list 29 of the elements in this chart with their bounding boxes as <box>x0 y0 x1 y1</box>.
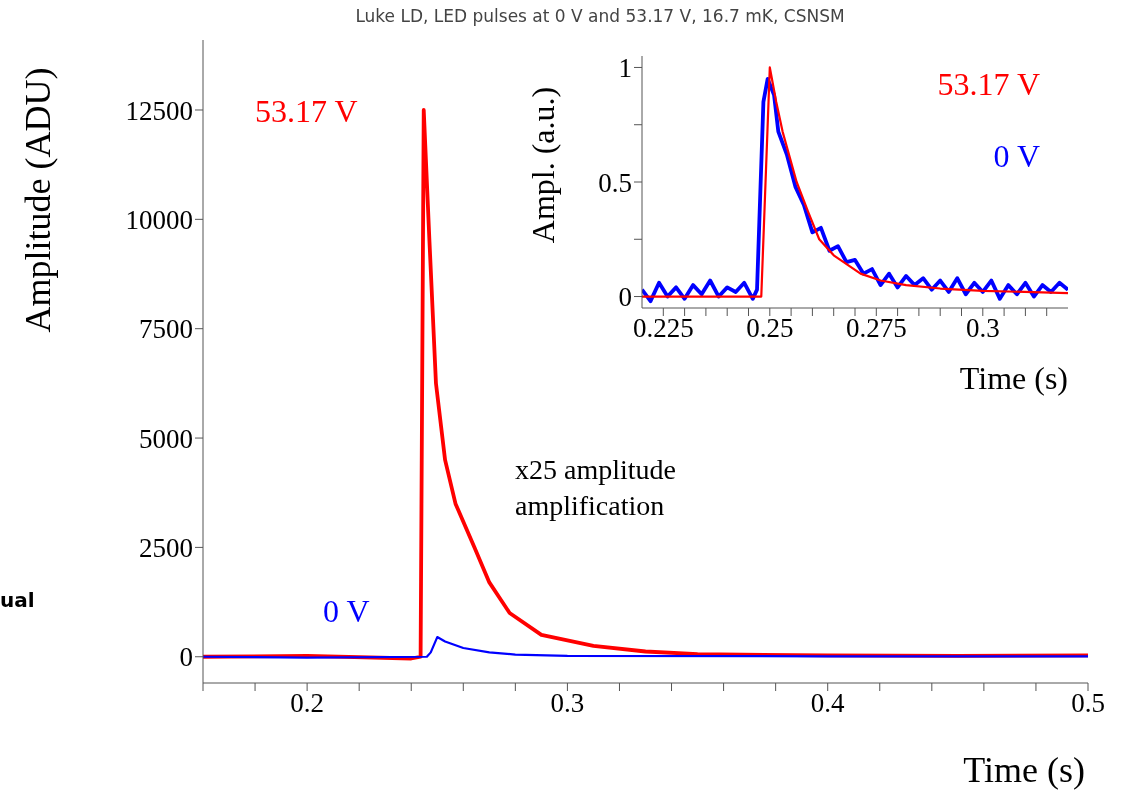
y-tick-label: 1 <box>618 53 632 84</box>
x-tick-label: 0.275 <box>845 313 907 344</box>
y-axis-title: Ampl. (a.u.) <box>525 86 561 244</box>
y-tick-label: 0 <box>179 642 193 673</box>
text: 0 V <box>993 138 1040 174</box>
x-tick-label: 0.5 <box>1071 688 1105 719</box>
x-tick-label: 0.4 <box>810 688 846 719</box>
x-tick-label: 0.3 <box>550 688 585 719</box>
y-tick-label: 5000 <box>139 423 193 454</box>
x-tick-label: 0.3 <box>965 313 1000 344</box>
x-tick-label: 0.25 <box>746 313 794 344</box>
y-tick-label: 0 <box>618 282 632 313</box>
text: 53.17 V <box>937 66 1040 102</box>
chart-title: Luke LD, LED pulses at 0 V and 53.17 V, 16.7 mK, CSNSM <box>355 6 845 26</box>
y-tick-label: 0.5 <box>598 167 632 198</box>
y-tick-label: 10000 <box>125 204 193 235</box>
y-tick-label: 12500 <box>125 95 193 126</box>
series-label: 0 V <box>323 593 370 629</box>
y-axis-title: Amplitude (ADU) <box>18 67 58 333</box>
x-axis-title: Time (s) <box>963 750 1085 790</box>
x-axis-title: Time (s) <box>959 360 1068 396</box>
text: 53.17 V <box>255 93 358 129</box>
line-series <box>203 635 1088 659</box>
x-tick-label: 0.225 <box>632 313 694 344</box>
text: ual <box>0 587 36 613</box>
x-tick-label: 0.2 <box>290 688 324 719</box>
annotation: x25 amplitude amplification <box>515 453 677 524</box>
y-tick-label: 7500 <box>139 314 193 345</box>
y-tick-label: 2500 <box>139 532 193 563</box>
